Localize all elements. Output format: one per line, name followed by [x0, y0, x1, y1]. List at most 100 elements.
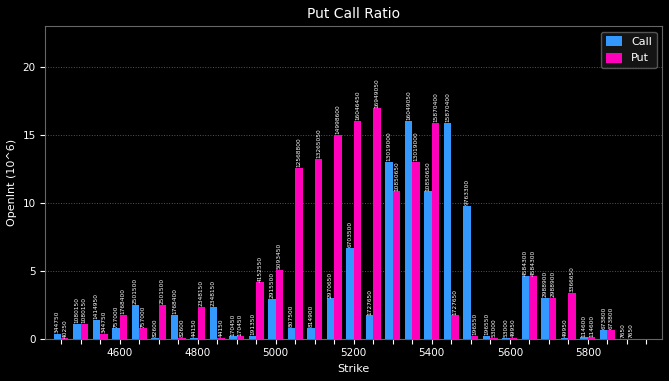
Text: 82600: 82600	[179, 319, 185, 337]
Bar	[256, 282, 264, 339]
Bar	[502, 338, 510, 339]
Bar	[80, 324, 88, 339]
Legend: Call, Put: Call, Put	[601, 32, 656, 68]
Text: 7650: 7650	[621, 323, 626, 338]
Bar	[307, 328, 314, 339]
Bar	[366, 315, 373, 339]
Text: 757000: 757000	[114, 305, 118, 328]
Bar	[569, 293, 576, 339]
Text: 10850650: 10850650	[394, 161, 399, 190]
Bar	[432, 123, 440, 339]
Bar	[444, 123, 452, 339]
Bar	[288, 328, 295, 339]
Bar	[510, 338, 517, 339]
Text: 2348150: 2348150	[199, 280, 204, 306]
Text: 344750: 344750	[101, 311, 106, 333]
Bar	[54, 334, 61, 339]
Text: 1727650: 1727650	[452, 289, 458, 315]
Text: 344750: 344750	[55, 311, 60, 333]
Bar	[393, 191, 400, 339]
Bar	[314, 158, 322, 339]
Text: 1727650: 1727650	[367, 289, 372, 315]
Bar	[100, 334, 108, 339]
Bar	[120, 315, 127, 339]
Text: 2501500: 2501500	[160, 278, 165, 304]
Bar	[405, 121, 412, 339]
Text: 16949050: 16949050	[375, 78, 379, 108]
Bar	[424, 191, 432, 339]
Text: 6703500: 6703500	[348, 221, 353, 247]
Text: 196550: 196550	[484, 313, 489, 335]
Bar	[217, 338, 225, 339]
Bar	[347, 248, 354, 339]
Text: 114600: 114600	[589, 314, 594, 336]
Text: 3366650: 3366650	[569, 266, 575, 292]
Bar	[276, 270, 283, 339]
Text: 49950: 49950	[562, 319, 567, 338]
Text: 1414950: 1414950	[94, 293, 99, 319]
Text: 4152550: 4152550	[258, 256, 262, 282]
Text: 673800: 673800	[601, 307, 606, 329]
Text: 12568800: 12568800	[296, 138, 302, 167]
Bar	[237, 336, 244, 339]
Bar	[412, 162, 419, 339]
Text: 2988900: 2988900	[543, 271, 548, 298]
Text: 53000: 53000	[504, 319, 508, 338]
Text: 16049050: 16049050	[406, 90, 411, 120]
Bar	[483, 336, 490, 339]
Text: 673800: 673800	[609, 307, 613, 329]
Bar	[210, 307, 217, 339]
Bar	[249, 336, 256, 339]
Bar	[334, 135, 342, 339]
Bar	[171, 315, 178, 339]
Bar	[549, 298, 557, 339]
Text: 15870400: 15870400	[433, 93, 438, 122]
Text: 82600: 82600	[153, 319, 157, 337]
Text: 13019000: 13019000	[413, 131, 419, 161]
Text: 757000: 757000	[140, 305, 145, 328]
Bar	[588, 337, 595, 339]
X-axis label: Strike: Strike	[338, 364, 370, 374]
Bar	[354, 121, 361, 339]
Bar	[522, 277, 529, 339]
Text: 196550: 196550	[472, 313, 477, 335]
Bar	[541, 298, 549, 339]
Text: 1768400: 1768400	[121, 288, 126, 314]
Text: 2501500: 2501500	[133, 278, 138, 304]
Text: 4584300: 4584300	[531, 250, 536, 276]
Bar	[151, 338, 159, 339]
Title: Put Call Ratio: Put Call Ratio	[307, 7, 400, 21]
Bar	[112, 328, 120, 339]
Bar	[61, 338, 68, 339]
Text: 9763300: 9763300	[465, 179, 470, 205]
Text: 1768400: 1768400	[172, 288, 177, 314]
Text: 53000: 53000	[492, 319, 496, 338]
Text: 16046450: 16046450	[355, 90, 360, 120]
Bar	[327, 298, 334, 339]
Bar	[464, 206, 471, 339]
Text: 7650: 7650	[628, 323, 633, 338]
Text: 13265050: 13265050	[316, 128, 321, 158]
Text: 191350: 191350	[250, 313, 255, 336]
Bar	[93, 320, 100, 339]
Bar	[132, 305, 139, 339]
Bar	[600, 330, 607, 339]
Bar	[471, 336, 478, 339]
Bar	[373, 109, 381, 339]
Text: 807500: 807500	[289, 305, 294, 327]
Bar	[529, 277, 537, 339]
Text: 2348150: 2348150	[211, 280, 216, 306]
Text: 2970650: 2970650	[328, 272, 333, 298]
Text: 49950: 49950	[511, 319, 516, 338]
Text: 170450: 170450	[231, 314, 235, 336]
Bar	[607, 330, 615, 339]
Text: 14998600: 14998600	[335, 104, 341, 134]
Bar	[159, 305, 166, 339]
Text: 170450: 170450	[238, 314, 243, 336]
Bar	[139, 328, 147, 339]
Text: 2988900: 2988900	[550, 271, 555, 298]
Bar	[581, 337, 588, 339]
Text: 10850650: 10850650	[425, 161, 431, 190]
Text: 2915500: 2915500	[270, 272, 274, 298]
Text: 4584300: 4584300	[523, 250, 528, 276]
